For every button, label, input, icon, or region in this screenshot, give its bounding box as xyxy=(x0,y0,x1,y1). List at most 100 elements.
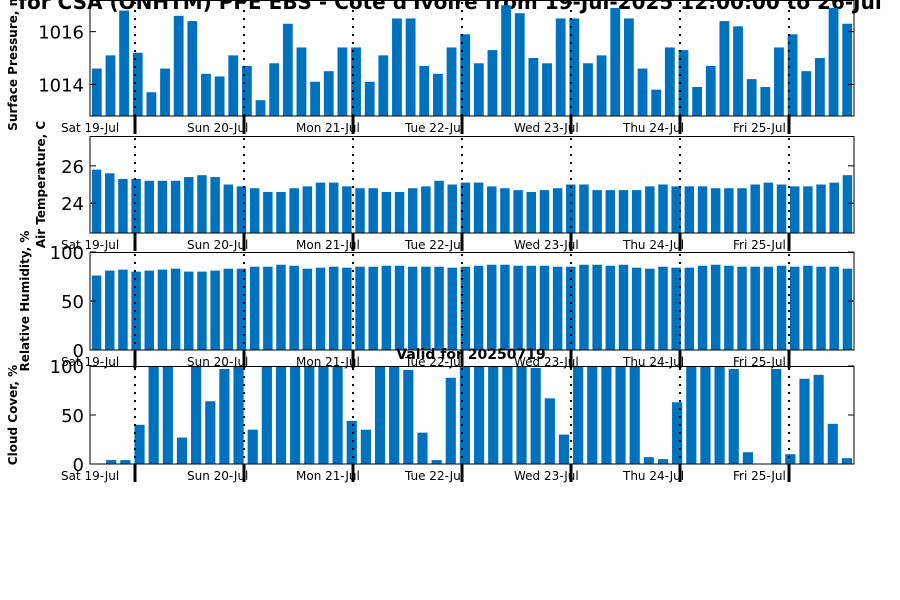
bar xyxy=(131,271,141,350)
bar xyxy=(157,180,168,233)
bar xyxy=(487,264,497,350)
x-tick-label: Thu 24-Jul xyxy=(622,121,684,135)
bar xyxy=(487,50,498,117)
axes-frame xyxy=(89,0,855,117)
bar xyxy=(323,71,334,116)
bar xyxy=(173,15,184,116)
bar xyxy=(473,63,484,116)
bar xyxy=(289,188,299,233)
bar xyxy=(814,58,825,116)
bar xyxy=(618,190,629,233)
bar xyxy=(118,269,128,350)
bar xyxy=(714,366,725,464)
bar xyxy=(434,180,444,233)
x-tick-label: Fri 25-Jul xyxy=(733,355,786,369)
bar xyxy=(566,184,576,233)
bar xyxy=(829,182,839,233)
bar xyxy=(148,366,159,464)
bar xyxy=(516,366,527,464)
bar xyxy=(392,18,402,117)
x-tick-label: Sat 19-Jul xyxy=(61,238,119,252)
bar xyxy=(771,368,782,464)
bar xyxy=(210,177,220,233)
bar xyxy=(558,434,570,464)
bar xyxy=(302,186,313,233)
bar xyxy=(488,366,499,464)
bar xyxy=(746,79,757,116)
bar xyxy=(728,368,739,464)
bar xyxy=(631,267,642,350)
chart-panels: 1014 1016 Sat 19-Jul Sun 20-Jul Mon 21-Jul Tu… xyxy=(6,0,855,483)
bar xyxy=(842,268,853,350)
x-tick-label: Thu 24-Jul xyxy=(622,355,684,369)
y-tick-label: 1016 xyxy=(38,23,84,44)
bar xyxy=(389,366,400,464)
valid-label: Valid for 20250719 xyxy=(396,347,545,363)
bar xyxy=(828,7,839,116)
bar xyxy=(91,275,102,350)
bar xyxy=(592,264,602,350)
y-axis-label: Surface Pressure, mb xyxy=(6,0,20,131)
bar xyxy=(618,264,629,350)
x-tick-label: Fri 25-Jul xyxy=(733,469,786,483)
bar xyxy=(705,65,716,116)
bar xyxy=(261,366,272,464)
bar xyxy=(381,265,392,350)
bar xyxy=(381,191,392,233)
bar xyxy=(434,266,444,350)
bar xyxy=(500,264,510,350)
x-tick-label: Sun 20-Jul xyxy=(187,121,248,135)
bar xyxy=(255,100,266,116)
bar xyxy=(737,188,747,233)
bar xyxy=(724,265,734,350)
bar xyxy=(315,182,326,233)
bar xyxy=(176,437,188,464)
bar xyxy=(552,266,563,350)
bar xyxy=(610,7,621,116)
bar xyxy=(459,366,471,464)
bar xyxy=(710,188,721,233)
bar xyxy=(120,460,131,464)
bar xyxy=(91,169,102,233)
bar xyxy=(432,73,443,116)
bar xyxy=(539,265,550,350)
bar xyxy=(710,264,721,350)
bar xyxy=(816,266,826,350)
bar xyxy=(750,184,760,233)
bar xyxy=(378,55,389,116)
bar xyxy=(289,265,299,350)
bar xyxy=(502,366,513,464)
x-tick-label: Tue 22-Jul xyxy=(404,121,464,135)
bar xyxy=(672,402,683,464)
bar xyxy=(105,270,115,350)
bar xyxy=(629,366,640,464)
bar xyxy=(355,266,365,350)
bar xyxy=(841,458,853,464)
x-tick-label: Thu 24-Jul xyxy=(622,469,684,483)
bar xyxy=(763,266,774,350)
bar xyxy=(236,268,247,350)
bar xyxy=(776,184,787,233)
bar xyxy=(760,87,771,116)
bar xyxy=(197,175,207,233)
bar xyxy=(417,432,428,464)
bar xyxy=(605,265,616,350)
bar xyxy=(247,429,258,464)
panel-2: 24 26 Sat 19-Jul Sun 20-Jul Mon 21-Jul Tue 22… xyxy=(34,121,855,252)
bar xyxy=(374,366,386,464)
bar xyxy=(419,65,430,116)
bar xyxy=(473,265,484,350)
bar xyxy=(789,186,800,233)
bar xyxy=(304,366,315,464)
bar xyxy=(700,366,711,464)
bar xyxy=(119,10,130,116)
bar xyxy=(223,184,234,233)
bar xyxy=(473,366,485,464)
bar xyxy=(514,13,525,116)
bar xyxy=(637,68,648,116)
bar xyxy=(684,186,695,233)
bar xyxy=(421,266,431,350)
bar xyxy=(355,188,365,233)
panel-1: 1014 1016 Sat 19-Jul Sun 20-Jul Mon 21-Jul Tu… xyxy=(6,0,855,135)
bar xyxy=(318,366,329,464)
